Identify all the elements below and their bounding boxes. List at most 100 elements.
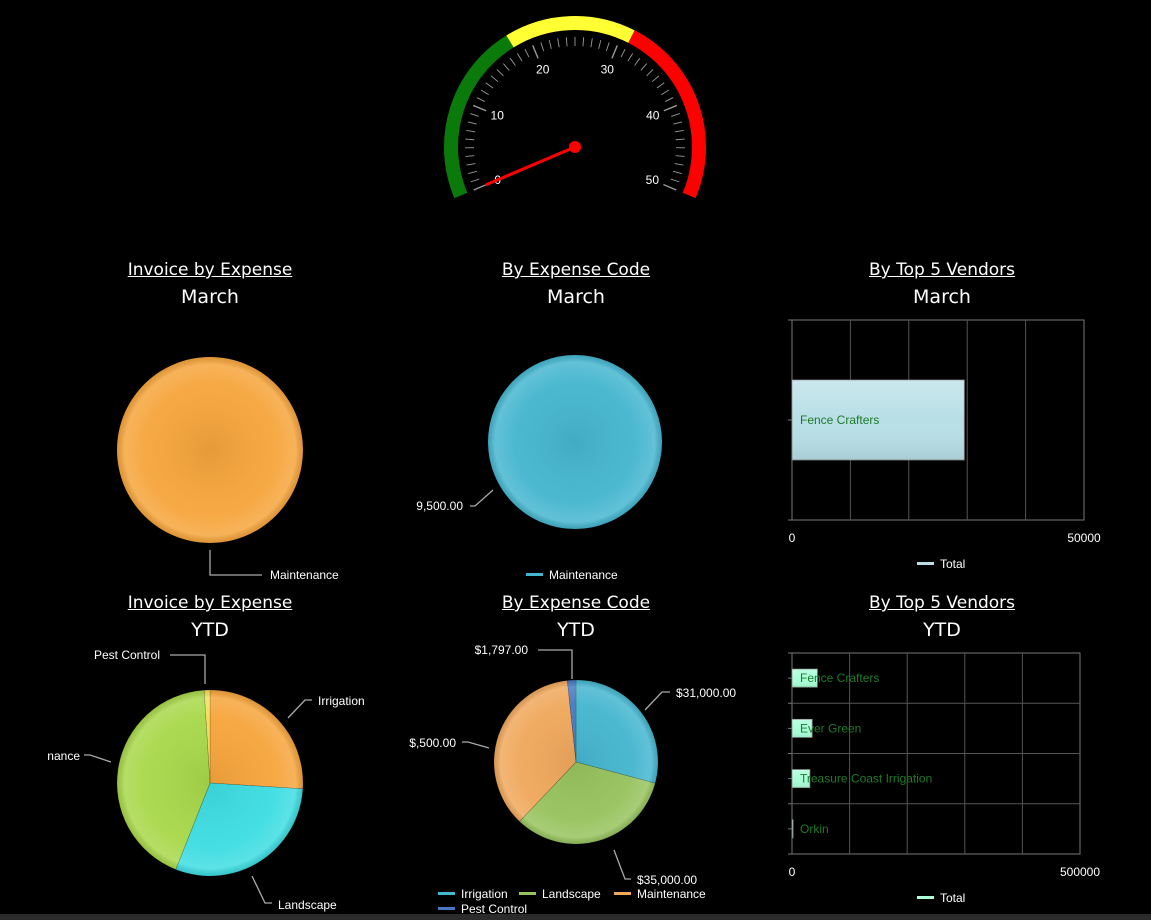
gauge-tick — [640, 63, 648, 71]
title-vendors-march: By Top 5 Vendors March — [792, 257, 1092, 310]
gauge-tick — [473, 183, 487, 191]
gauge-tick — [557, 38, 560, 48]
pie-invoice-march[interactable]: Maintenance — [117, 357, 339, 582]
legend-swatch-maintenance — [614, 892, 631, 895]
gauge-tick — [467, 121, 477, 125]
gauge-tick — [565, 37, 568, 47]
gauge-tick — [582, 37, 585, 47]
x-tick-label: 50000 — [1067, 531, 1101, 545]
pie-label: Irrigation — [318, 694, 365, 708]
title-period: YTD — [923, 619, 961, 641]
gauge-label: 10 — [491, 108, 505, 122]
title-invoice-march: Invoice by Expense March — [60, 257, 360, 310]
pie-expense-code-ytd[interactable]: $31,000.00 $35,000.00 $,500.00 $1,797.00 — [409, 643, 736, 887]
gauge-tick — [496, 69, 504, 77]
pie-connector — [287, 699, 312, 719]
legend-swatch-landscape — [519, 892, 536, 895]
legend-label-irrigation[interactable]: Irrigation — [461, 887, 508, 901]
bar-category-label: Fence Crafters — [800, 671, 879, 685]
gauge-tick — [627, 53, 634, 62]
gauge-tick — [490, 75, 499, 83]
gauge-tick — [656, 82, 665, 89]
legend-label-pest-control[interactable]: Pest Control — [461, 902, 527, 914]
bottom-bar — [0, 914, 1151, 920]
legend-swatch-pest-control — [438, 907, 455, 910]
legend-label-maintenance[interactable]: Maintenance — [637, 887, 706, 901]
title-invoice-ytd: Invoice by Expense YTD — [60, 590, 360, 643]
gauge-tick — [472, 104, 487, 112]
gauge-tick — [674, 163, 684, 166]
title-main[interactable]: By Expense Code — [501, 260, 651, 280]
pie-shading — [494, 680, 658, 844]
pie-label: $,500.00 — [409, 736, 456, 750]
pie-connector — [170, 654, 206, 684]
gauge-band-1 — [506, 16, 635, 48]
gauge-label: 30 — [601, 62, 615, 76]
bar-category-label: Treasure Coast Irrigation — [800, 772, 932, 786]
bar-shading — [792, 819, 794, 838]
gauge-tick — [470, 113, 479, 117]
pie-expense-code-march[interactable]: 9,500.00 — [416, 355, 662, 529]
gauge-tick — [671, 113, 680, 117]
pie-connector — [251, 875, 272, 904]
gauge-tick — [646, 69, 654, 77]
x-tick-label: 0 — [789, 531, 796, 545]
legend-expense-code-ytd[interactable]: Irrigation Landscape Maintenance Pest Co… — [438, 887, 706, 914]
legend-swatch — [917, 562, 934, 565]
pie-connector — [538, 649, 573, 679]
gauge-tick — [665, 97, 674, 102]
title-period: March — [547, 286, 605, 308]
gauge-tick — [465, 155, 475, 157]
legend-label[interactable]: Maintenance — [549, 568, 618, 582]
gauge-tick — [466, 130, 476, 133]
gauge-tick — [663, 183, 677, 191]
gauge-tick — [465, 138, 475, 141]
pie-connector — [209, 550, 262, 576]
gauge-tick — [663, 104, 678, 112]
bar-shading — [792, 719, 813, 738]
pie-label: $35,000.00 — [637, 873, 697, 887]
gauge-tick — [468, 170, 478, 174]
title-main[interactable]: Invoice by Expense — [127, 260, 293, 280]
title-main[interactable]: By Top 5 Vendors — [868, 260, 1016, 280]
legend-label[interactable]: Total — [940, 557, 965, 571]
bar-vendors-march[interactable]: Fence Crafters 0 50000 — [788, 319, 1101, 545]
legend-label[interactable]: Total — [940, 891, 965, 905]
gauge-tick — [598, 39, 602, 49]
title-vendors-ytd: By Top 5 Vendors YTD — [792, 590, 1092, 643]
pie-connector — [644, 691, 670, 711]
pie-label: $31,000.00 — [676, 686, 736, 700]
pie-connector — [470, 489, 494, 507]
pie-connector — [462, 741, 490, 749]
gauge-tick — [674, 130, 684, 133]
title-main[interactable]: By Expense Code — [501, 593, 651, 613]
gauge-tick — [605, 42, 610, 52]
pie-connector — [84, 754, 112, 763]
gauge-tick — [675, 138, 685, 141]
legend-label-landscape[interactable]: Landscape — [542, 887, 601, 901]
pie-shading — [488, 355, 662, 529]
legend-swatch — [526, 573, 543, 576]
title-main[interactable]: Invoice by Expense — [127, 593, 293, 613]
pie-invoice-ytd[interactable]: Irrigation Landscape nance Pest Control — [47, 648, 364, 912]
legend-vendors-ytd[interactable]: Total — [917, 891, 965, 905]
pie-connector — [613, 849, 631, 880]
bar-category-label: Fence Crafters — [800, 413, 879, 427]
gauge-tick — [466, 163, 476, 166]
gauge-band-2 — [628, 30, 706, 199]
gauge-hub — [569, 141, 581, 153]
legend-vendors-march[interactable]: Total — [917, 557, 965, 571]
gauge-tick — [620, 48, 626, 58]
title-period: March — [181, 286, 239, 308]
gauge-tick — [634, 57, 641, 66]
bar-vendors-ytd[interactable]: Fence Crafters Ever Green Treasure Coast I… — [788, 652, 1100, 879]
legend-swatch — [917, 896, 934, 899]
gauge-label: 40 — [646, 108, 660, 122]
gauge-tick — [480, 89, 489, 96]
title-main[interactable]: By Top 5 Vendors — [868, 593, 1016, 613]
pie-label: 9,500.00 — [416, 499, 463, 513]
bar-shading — [792, 380, 965, 460]
gauge-tick — [524, 48, 530, 58]
legend-expense-code-march[interactable]: Maintenance — [526, 568, 618, 582]
